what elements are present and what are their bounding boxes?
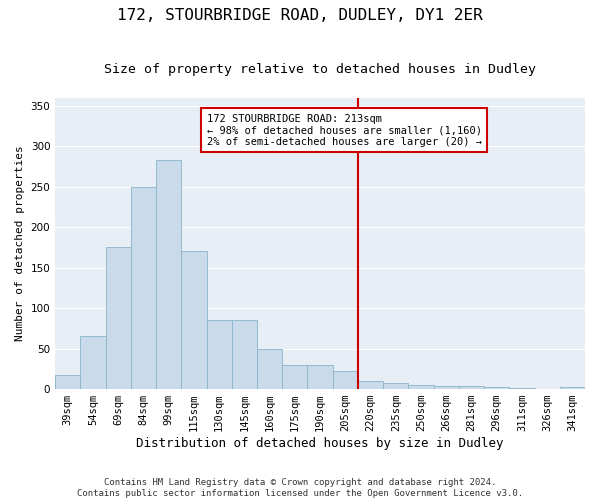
Bar: [206, 320, 232, 389]
Bar: [332, 372, 358, 389]
Text: 172 STOURBRIDGE ROAD: 213sqm
← 98% of detached houses are smaller (1,160)
2% of : 172 STOURBRIDGE ROAD: 213sqm ← 98% of de…: [206, 114, 482, 147]
Bar: [106, 248, 131, 389]
Bar: [358, 381, 383, 389]
Text: 172, STOURBRIDGE ROAD, DUDLEY, DY1 2ER: 172, STOURBRIDGE ROAD, DUDLEY, DY1 2ER: [117, 8, 483, 22]
Bar: [484, 386, 509, 389]
Text: Contains HM Land Registry data © Crown copyright and database right 2024.
Contai: Contains HM Land Registry data © Crown c…: [77, 478, 523, 498]
X-axis label: Distribution of detached houses by size in Dudley: Distribution of detached houses by size …: [136, 437, 504, 450]
Y-axis label: Number of detached properties: Number of detached properties: [15, 146, 25, 341]
Bar: [80, 336, 106, 389]
Bar: [434, 386, 459, 389]
Title: Size of property relative to detached houses in Dudley: Size of property relative to detached ho…: [104, 62, 536, 76]
Bar: [560, 388, 585, 389]
Bar: [409, 385, 434, 389]
Bar: [307, 365, 332, 389]
Bar: [232, 320, 257, 389]
Bar: [383, 382, 409, 389]
Bar: [257, 348, 282, 389]
Bar: [156, 160, 181, 389]
Bar: [181, 252, 206, 389]
Bar: [131, 186, 156, 389]
Bar: [282, 365, 307, 389]
Bar: [55, 374, 80, 389]
Bar: [509, 388, 535, 389]
Bar: [459, 386, 484, 389]
